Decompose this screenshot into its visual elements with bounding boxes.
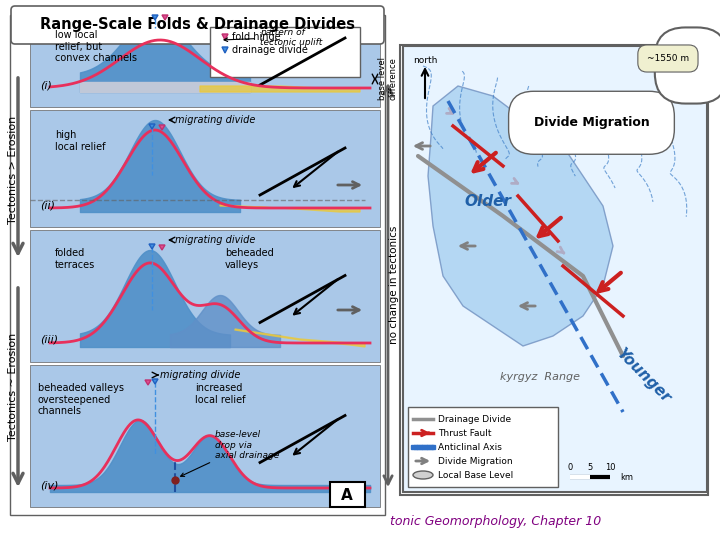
Text: migrating divide: migrating divide [175,115,256,125]
Text: tonic Geomorphology, Chapter 10: tonic Geomorphology, Chapter 10 [390,516,601,529]
Text: high
local relief: high local relief [55,130,106,152]
Text: km: km [620,472,633,482]
Bar [330,482,365,507]
Text: ~2050 m: ~2050 m [423,465,465,474]
Text: folded
terraces: folded terraces [55,248,95,269]
Bar [408,407,558,487]
Polygon shape [220,205,360,212]
Text: fold hinge: fold hinge [232,32,281,42]
Bar [30,365,380,507]
Text: drainage divide: drainage divide [232,45,308,55]
Text: migrating divide: migrating divide [160,370,240,380]
Text: Anticlinal Axis: Anticlinal Axis [438,442,502,451]
Text: Older: Older [464,194,511,209]
Text: 10: 10 [605,463,616,472]
Polygon shape [152,379,158,384]
Text: Local Base Level: Local Base Level [438,470,513,480]
Polygon shape [235,329,365,347]
Text: migrating divide: migrating divide [175,235,256,245]
Text: Thrust Fault: Thrust Fault [438,429,492,437]
Text: kyrgyz  Range: kyrgyz Range [500,373,580,382]
Polygon shape [162,15,168,20]
Polygon shape [428,86,613,346]
Text: B: B [685,58,697,73]
Text: 0: 0 [567,463,573,472]
Text: north: north [413,56,437,65]
Bar [400,45,708,495]
Polygon shape [159,245,165,250]
Polygon shape [145,380,151,385]
Polygon shape [222,34,228,40]
Bar [210,27,360,77]
Text: base-level
drop via
axial drainage: base-level drop via axial drainage [181,430,279,476]
Polygon shape [149,124,155,129]
Bar [30,10,380,107]
Text: Tectonics > Erosion: Tectonics > Erosion [8,116,18,224]
Ellipse shape [413,471,433,479]
Text: Divide Migration: Divide Migration [534,116,649,129]
Text: no change in tectonics: no change in tectonics [389,226,399,344]
Text: A: A [341,488,353,503]
Text: pattern of
tectonic uplift: pattern of tectonic uplift [224,28,323,47]
Text: ~1550 m: ~1550 m [647,54,689,63]
Text: (iii): (iii) [40,335,58,345]
Polygon shape [159,125,165,130]
Polygon shape [152,15,158,20]
Bar [10,15,385,515]
Bar [403,46,707,492]
Text: (i): (i) [40,80,52,90]
Polygon shape [149,244,155,249]
Text: Tectonics ~ Erosion: Tectonics ~ Erosion [8,333,18,441]
Text: increased
local relief: increased local relief [195,383,246,404]
FancyBboxPatch shape [11,6,384,44]
Text: (ii): (ii) [40,200,55,210]
Polygon shape [222,47,228,53]
Text: base level
difference: base level difference [378,57,397,100]
Text: beheaded
valleys: beheaded valleys [225,248,274,269]
Text: 5: 5 [588,463,593,472]
Text: low local
relief, but
convex channels: low local relief, but convex channels [55,30,137,63]
Text: Younger: Younger [613,345,673,405]
Text: Drainage Divide: Drainage Divide [438,415,511,423]
Text: Divide Migration: Divide Migration [438,456,513,465]
Text: (iv): (iv) [40,480,58,490]
Polygon shape [200,86,360,92]
Text: Range-Scale Folds & Drainage Divides: Range-Scale Folds & Drainage Divides [40,17,354,32]
Text: beheaded valleys
oversteepened
channels: beheaded valleys oversteepened channels [38,383,124,416]
Bar [30,230,380,362]
Bar [30,110,380,227]
